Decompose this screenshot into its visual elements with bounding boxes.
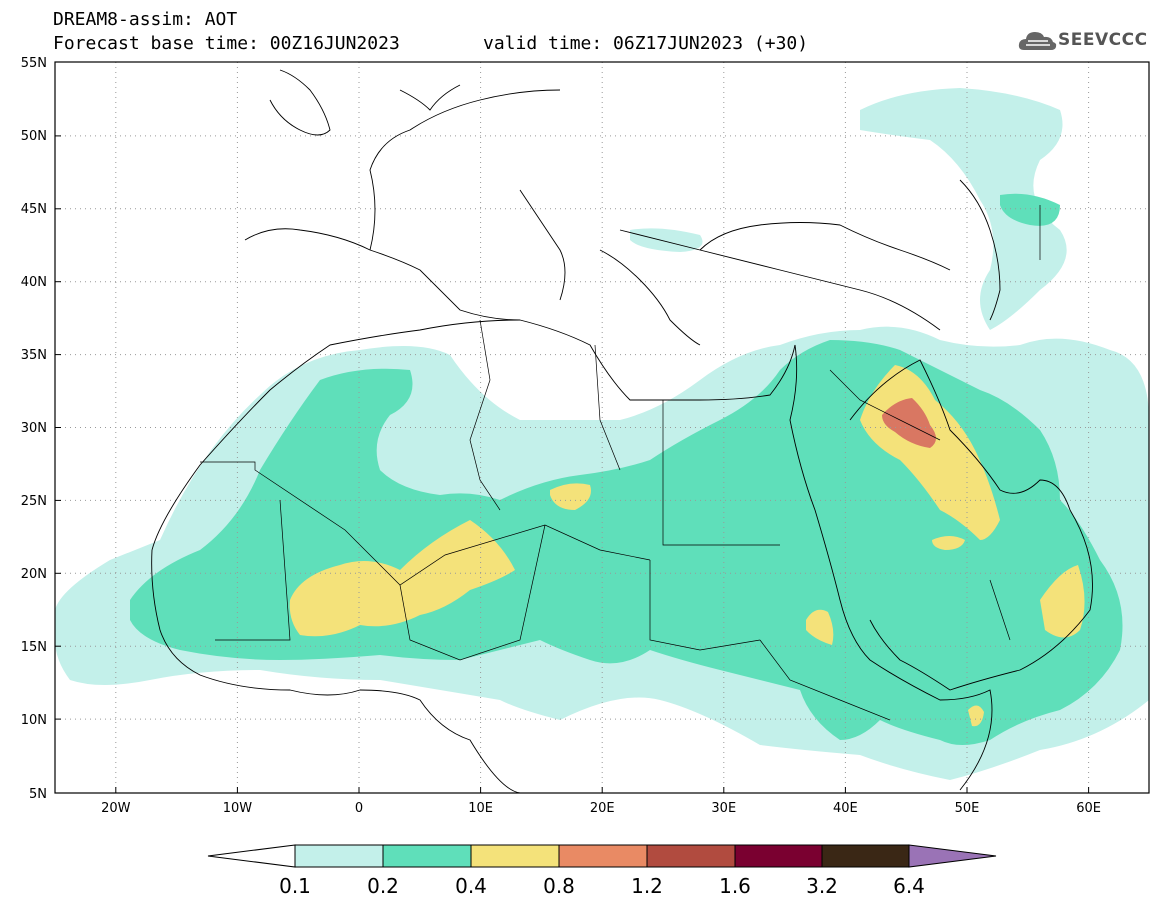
lon-label-10w: 10W <box>223 801 253 816</box>
aot-contour-0.4-yemen <box>932 536 965 550</box>
lon-label-20e: 20E <box>590 801 615 816</box>
graticule <box>55 62 1149 793</box>
lat-labels: 55N 50N 45N 40N 35N 30N 25N 20N 15N 10N … <box>21 56 47 802</box>
lon-label-50e: 50E <box>955 801 980 816</box>
product-title: DREAM8-assim: AOT <box>53 9 238 30</box>
lat-label-20n: 20N <box>21 567 47 582</box>
colorbar-bin-7 <box>821 844 910 868</box>
lat-label-40n: 40N <box>21 275 47 290</box>
borders <box>200 205 1041 721</box>
colorbar-label-0.2: 0.2 <box>367 874 399 898</box>
aot-contour-0.2-east <box>1000 193 1060 226</box>
colorbar-label-3.2: 3.2 <box>806 874 838 898</box>
colorbar-bin-2 <box>382 844 472 868</box>
lat-label-30n: 30N <box>21 421 47 436</box>
cloud-icon <box>1018 32 1057 50</box>
valid-time: valid time: 06Z17JUN2023 (+30) <box>483 33 809 54</box>
colorbar-bin-1 <box>294 844 384 868</box>
lon-label-40e: 40E <box>833 801 858 816</box>
lat-label-25n: 25N <box>21 494 47 509</box>
colorbar-bin-4 <box>558 844 648 868</box>
lat-label-50n: 50N <box>21 129 47 144</box>
colorbar-bin-3 <box>470 844 560 868</box>
lat-label-5n: 5N <box>29 787 47 802</box>
colorbar-high-arrow <box>908 844 997 868</box>
forecast-base-time: Forecast base time: 00Z16JUN2023 <box>53 33 400 54</box>
logo-text: SEEVCCC <box>1058 30 1148 50</box>
lat-label-35n: 35N <box>21 348 47 363</box>
seevccc-logo: SEEVCCC <box>1018 26 1158 56</box>
lat-label-45n: 45N <box>21 202 47 217</box>
aot-contour-0.4-arabian-sea <box>1040 565 1085 638</box>
aot-contour-0.4-redsea <box>806 609 834 645</box>
colorbar-label-0.1: 0.1 <box>279 874 311 898</box>
colorbar-labels: 0.1 0.2 0.4 0.8 1.2 1.6 3.2 6.4 <box>279 874 925 898</box>
colorbar-label-0.8: 0.8 <box>543 874 575 898</box>
colorbar-label-1.2: 1.2 <box>631 874 663 898</box>
lon-label-30e: 30E <box>711 801 736 816</box>
colorbar-bin-5 <box>646 844 736 868</box>
aot-contour-0.1-balkans <box>630 228 703 252</box>
aot-contour-0.4-somalia <box>968 705 984 727</box>
lon-label-0: 0 <box>355 801 363 816</box>
aot-field <box>55 88 1149 780</box>
lon-label-10e: 10E <box>468 801 493 816</box>
colorbar-low-arrow <box>207 844 296 868</box>
colorbar-label-1.6: 1.6 <box>719 874 751 898</box>
lat-label-10n: 10N <box>21 713 47 728</box>
lat-label-55n: 55N <box>21 56 47 71</box>
lat-label-15n: 15N <box>21 640 47 655</box>
coastlines <box>151 69 1093 793</box>
axis-ticks <box>55 61 1090 793</box>
aot-contour-0.1-north <box>860 88 1067 330</box>
colorbar-bin-6 <box>734 844 823 868</box>
colorbar-label-6.4: 6.4 <box>893 874 925 898</box>
lon-label-20w: 20W <box>101 801 131 816</box>
aot-contour-0.4-libya <box>550 483 591 510</box>
colorbar-label-0.4: 0.4 <box>455 874 487 898</box>
colorbar <box>207 844 997 868</box>
lon-label-60e: 60E <box>1076 801 1101 816</box>
aot-contour-0.8 <box>882 398 936 448</box>
lon-labels: 20W 10W 0 10E 20E 30E 40E 50E 60E <box>101 801 1101 816</box>
aot-contour-0.4-sahel <box>289 520 515 637</box>
